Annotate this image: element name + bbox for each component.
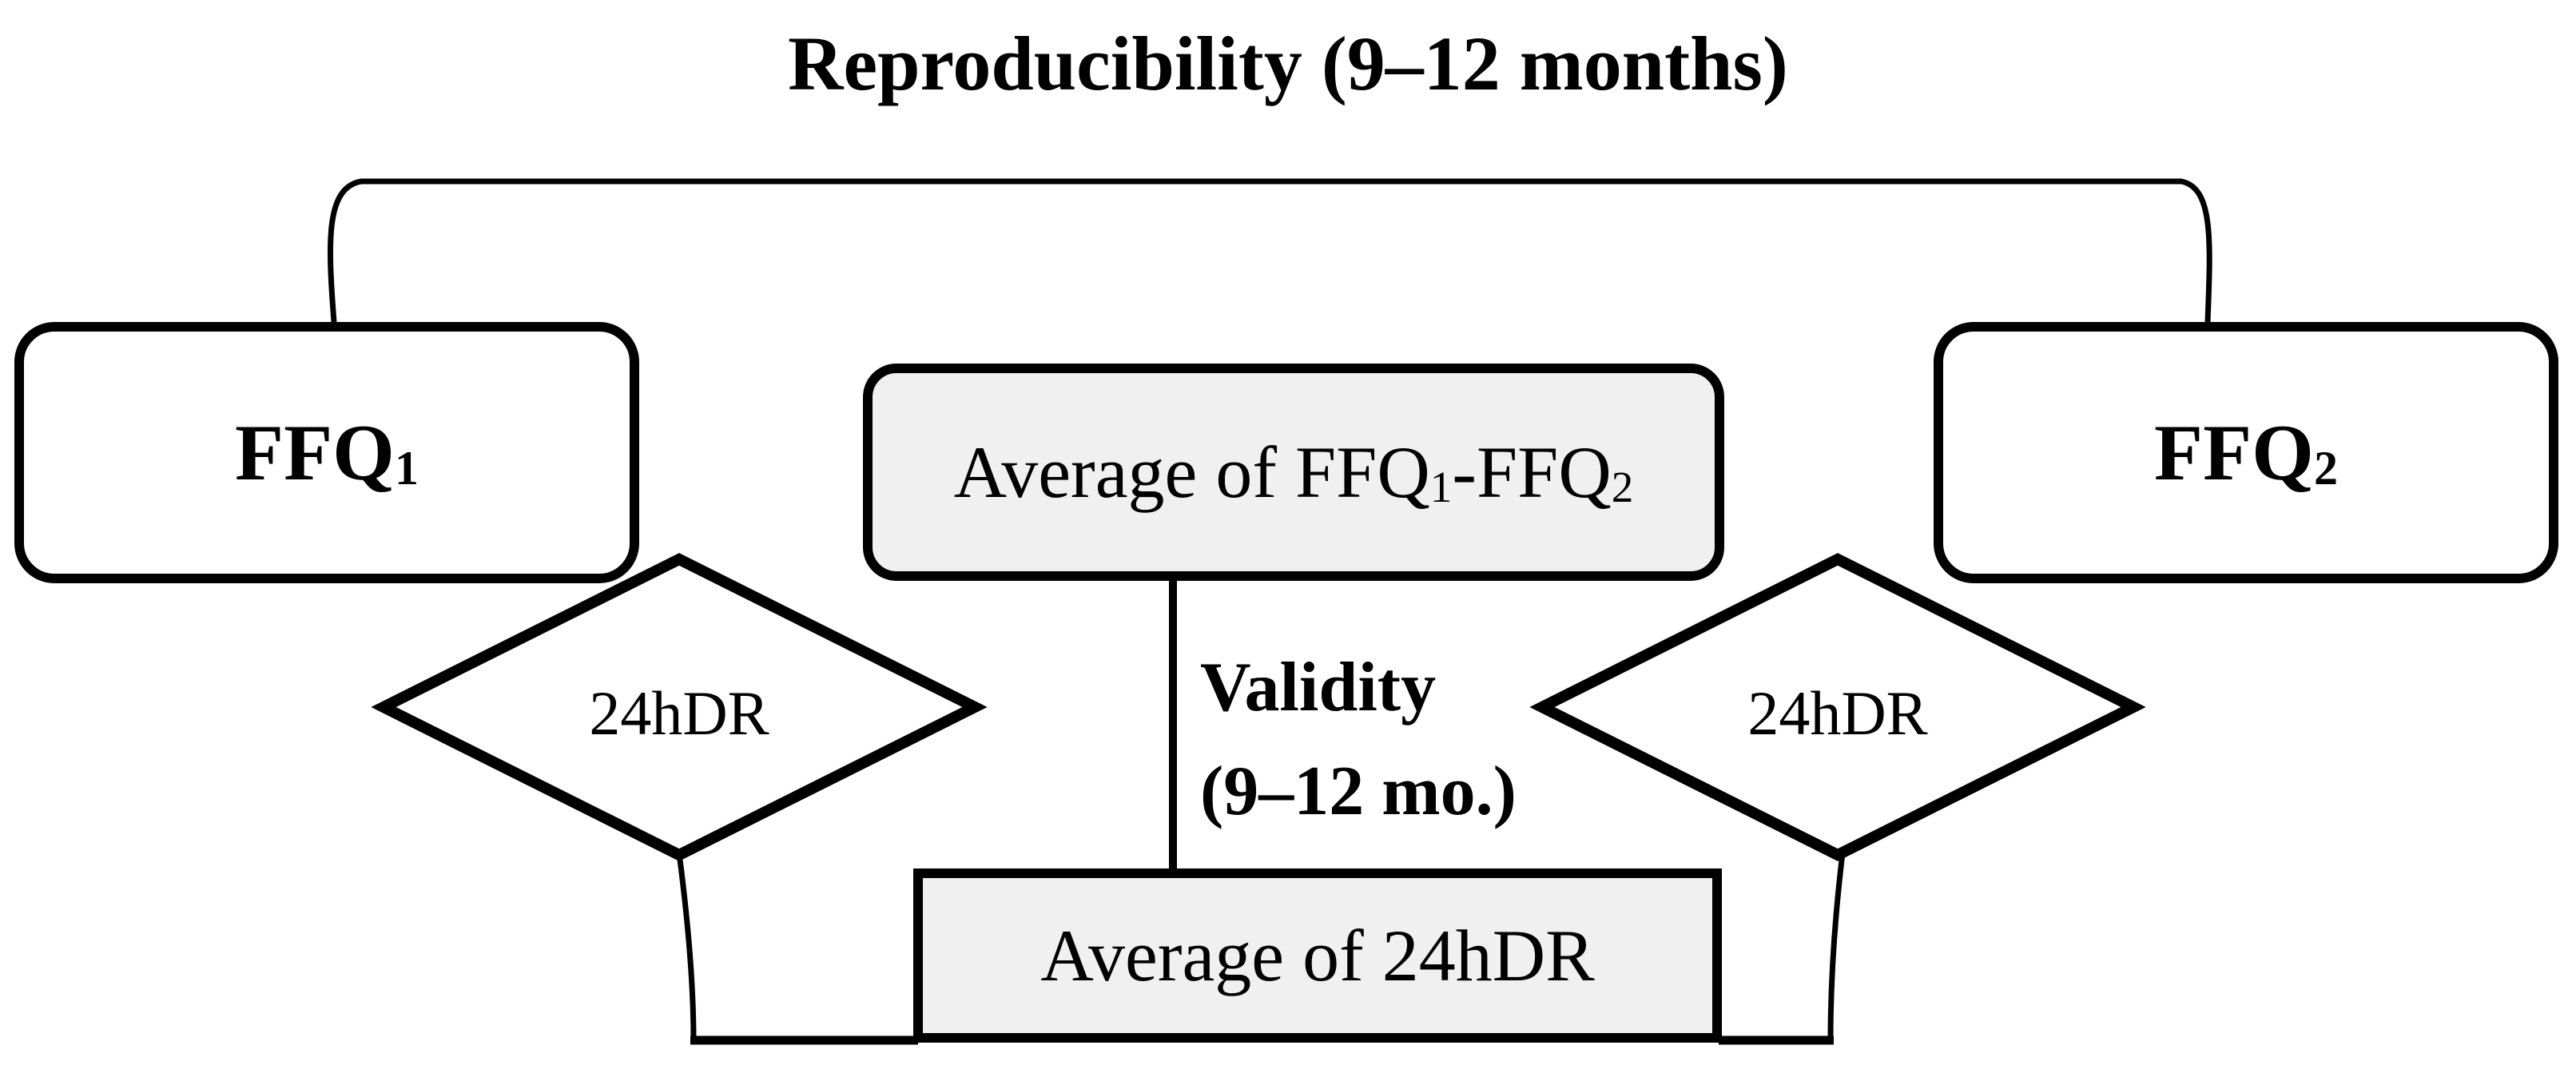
right-diamond-label: 24hDR	[1747, 678, 1928, 748]
validity-line2: (9–12 mo.)	[1200, 753, 1517, 831]
left-diamond-drop-line	[676, 853, 697, 1041]
left-24hdr-diamond	[371, 553, 988, 861]
average-24hdr-label: Average of 24hDR	[1040, 915, 1595, 996]
average-24hdr-box: Average of 24hDR	[913, 868, 1722, 1043]
figure-title: Reproducibility (9–12 months)	[788, 21, 1788, 106]
validity-annotation: Validity (9–12 mo.)	[1200, 636, 1517, 844]
ffq2-label: FFQ2	[2154, 408, 2338, 497]
reproducibility-bracket-line	[327, 178, 2212, 323]
ffq1-label: FFQ1	[235, 408, 419, 497]
ffq1-box: FFQ1	[14, 322, 639, 583]
ffq2-box: FFQ2	[1934, 322, 2558, 583]
right-24hdr-diamond	[1529, 553, 2146, 861]
average-ffq-label: Average of FFQ1-FFQ2	[953, 431, 1634, 513]
right-diamond-drop-line	[1827, 853, 1846, 1041]
left-diamond-label: 24hDR	[589, 678, 769, 748]
validity-line1: Validity	[1200, 649, 1437, 726]
average-ffq-box: Average of FFQ1-FFQ2	[863, 364, 1724, 581]
